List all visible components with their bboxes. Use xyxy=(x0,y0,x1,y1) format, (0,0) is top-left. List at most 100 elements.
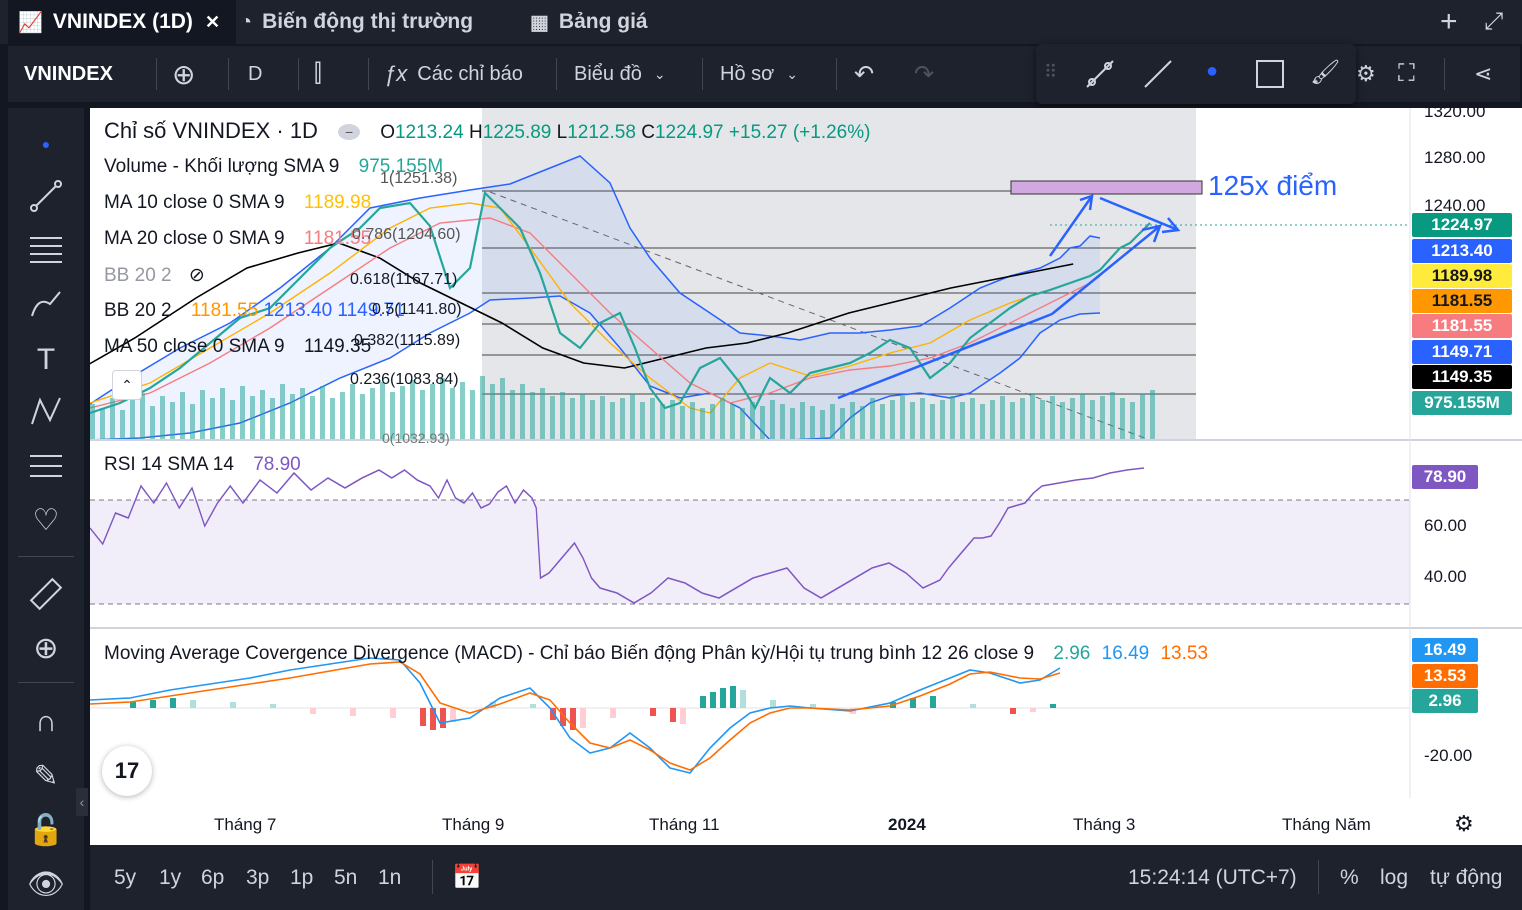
zoom-in-icon[interactable]: ⊕ xyxy=(8,626,84,670)
macd-label: Moving Average Covergence Divergence (MA… xyxy=(104,643,1034,664)
target-zone-rectangle xyxy=(1011,181,1202,194)
text-tool-icon[interactable]: T xyxy=(8,338,84,382)
eye-icon[interactable]: 👁 xyxy=(8,862,84,906)
high-label: H xyxy=(469,122,483,143)
heart-icon[interactable]: ♡ xyxy=(8,498,84,542)
lock-icon[interactable]: 🔓 xyxy=(8,808,84,852)
range-1p[interactable]: 1p xyxy=(290,845,313,910)
rsi-value-tag: 78.90 xyxy=(1412,465,1478,489)
price-tag-ma20: 1181.55 xyxy=(1412,314,1512,338)
range-6p[interactable]: 6p xyxy=(201,845,224,910)
share-icon[interactable]: ⋖ xyxy=(1474,46,1492,102)
line-color-icon[interactable] xyxy=(1140,56,1176,92)
rsi-label: RSI 14 SMA 14 xyxy=(104,454,234,475)
bb-hidden-legend[interactable]: BB 20 2 ⊘ xyxy=(104,264,205,287)
pattern-tool-icon[interactable] xyxy=(28,394,64,430)
divider xyxy=(298,58,299,90)
table-icon: ▦ xyxy=(530,10,549,35)
range-1n[interactable]: 1n xyxy=(378,845,401,910)
rectangle-tool-icon[interactable] xyxy=(1252,56,1288,92)
open-value: 1213.24 xyxy=(395,122,464,143)
window-tab-bar: 📈 VNINDEX (1D) ✕ ◔ Biến động thị trường … xyxy=(0,0,1522,44)
candles-icon[interactable]: ⫿ xyxy=(314,46,322,102)
divider xyxy=(1444,58,1445,90)
fullscreen-icon[interactable]: ⛶ xyxy=(1398,46,1415,102)
divider xyxy=(368,58,369,90)
indicators-button[interactable]: ƒx Các chỉ báo xyxy=(384,46,523,102)
rsi-band xyxy=(90,500,1410,604)
target-annotation-text[interactable]: 125x điểm xyxy=(1208,170,1337,202)
price-axis-label: 1320.00 xyxy=(1424,102,1485,122)
trend-line-icon[interactable] xyxy=(28,178,64,214)
time-axis-label: Tháng 9 xyxy=(442,815,504,835)
divider xyxy=(1318,860,1319,894)
open-label: O xyxy=(380,122,395,143)
go-to-date-icon[interactable]: 📅 xyxy=(452,845,482,910)
trend-line-tool-icon[interactable] xyxy=(1082,56,1118,92)
collapse-legend-icon[interactable]: − xyxy=(338,124,360,140)
ma10-label: MA 10 close 0 SMA 9 xyxy=(104,192,285,213)
eye-off-icon[interactable]: ⊘ xyxy=(189,265,205,286)
tab-price-board[interactable]: ▦ Bảng giá xyxy=(530,0,648,44)
redo-icon[interactable]: ↷ xyxy=(914,46,934,102)
expand-icon[interactable]: ⤢ xyxy=(1484,0,1503,44)
log-scale-toggle[interactable]: log xyxy=(1380,845,1408,910)
ma10-value: 1189.98 xyxy=(304,192,371,213)
brush-icon[interactable]: 🖌 xyxy=(1310,58,1340,87)
magnet-icon[interactable]: ∩ xyxy=(8,700,84,744)
ma20-label: MA 20 close 0 SMA 9 xyxy=(104,228,285,249)
divider xyxy=(702,58,703,90)
symbol-search[interactable]: VNINDEX xyxy=(24,46,113,102)
add-symbol-icon[interactable]: ⊕ xyxy=(172,46,195,102)
ruler-icon[interactable] xyxy=(28,576,64,612)
ma10-legend[interactable]: MA 10 close 0 SMA 9 1189.98 xyxy=(104,192,371,214)
undo-icon[interactable]: ↶ xyxy=(854,46,874,102)
brush-tool-icon[interactable] xyxy=(28,286,64,322)
percent-scale-toggle[interactable]: % xyxy=(1340,845,1359,910)
cursor-dot-icon[interactable]: ● xyxy=(8,122,84,166)
chart-area[interactable]: Chỉ số VNINDEX · 1D − O1213.24 H1225.89 … xyxy=(90,108,1522,845)
tab-vnindex[interactable]: 📈 VNINDEX (1D) ✕ xyxy=(8,0,236,44)
interval-button[interactable]: D xyxy=(248,46,262,102)
collapse-indicators-icon[interactable]: ⌃ xyxy=(112,370,142,400)
chart-type-button[interactable]: Biểu đồ ⌄ xyxy=(574,46,666,102)
price-tag-bb-upper: 1213.40 xyxy=(1412,239,1512,263)
tradingview-logo-icon[interactable]: 17 xyxy=(102,746,152,796)
auto-scale-toggle[interactable]: tự động xyxy=(1430,845,1502,910)
chart-icon: 📈 xyxy=(18,10,43,35)
profile-button[interactable]: Hồ sơ ⌄ xyxy=(720,46,798,102)
ma20-legend[interactable]: MA 20 close 0 SMA 9 1181.55 xyxy=(104,228,371,250)
chevron-down-icon: ⌄ xyxy=(654,66,666,83)
range-5y[interactable]: 5y xyxy=(114,845,136,910)
bb-legend[interactable]: BB 20 2 1181.55 1213.40 1149.71 xyxy=(104,300,405,322)
macd-legend[interactable]: Moving Average Covergence Divergence (MA… xyxy=(104,643,1208,665)
range-1y[interactable]: 1y xyxy=(159,845,181,910)
line-width-icon[interactable]: ● xyxy=(1206,60,1218,83)
macd-signal-tag: 13.53 xyxy=(1412,664,1478,688)
range-3p[interactable]: 3p xyxy=(246,845,269,910)
chart-canvas[interactable] xyxy=(90,108,1522,845)
time-axis-label: Tháng 3 xyxy=(1073,815,1135,835)
settings-icon[interactable]: ⚙ xyxy=(1356,46,1376,102)
time-axis-label: Tháng Năm xyxy=(1282,815,1371,835)
pencil-lock-icon[interactable]: ✎ xyxy=(8,754,84,798)
divider xyxy=(156,58,157,90)
fib-retracement-icon[interactable] xyxy=(28,232,64,268)
close-tab-icon[interactable]: ✕ xyxy=(205,12,220,33)
macd-signal-value: 13.53 xyxy=(1160,643,1208,664)
high-value: 1225.89 xyxy=(483,122,552,143)
bb-label: BB 20 2 xyxy=(104,300,172,321)
drag-handle-icon[interactable]: ⠿ xyxy=(1044,62,1057,83)
clock-timezone[interactable]: 15:24:14 (UTC+7) xyxy=(1128,845,1297,910)
tab-market-movement[interactable]: ◔ Biến động thị trường xyxy=(240,0,473,44)
collapse-panel-icon[interactable]: ‹ xyxy=(76,788,88,816)
prediction-tool-icon[interactable] xyxy=(28,448,64,484)
macd-hist-tag: 2.96 xyxy=(1412,689,1478,713)
rsi-legend[interactable]: RSI 14 SMA 14 78.90 xyxy=(104,454,301,476)
function-icon: ƒx xyxy=(384,61,407,87)
ma50-legend[interactable]: MA 50 close 0 SMA 9 1149.35 xyxy=(104,336,371,358)
range-5n[interactable]: 5n xyxy=(334,845,357,910)
add-tab-icon[interactable]: + xyxy=(1440,0,1458,44)
low-label: L xyxy=(557,122,568,143)
gear-icon[interactable]: ⚙ xyxy=(1454,811,1474,837)
